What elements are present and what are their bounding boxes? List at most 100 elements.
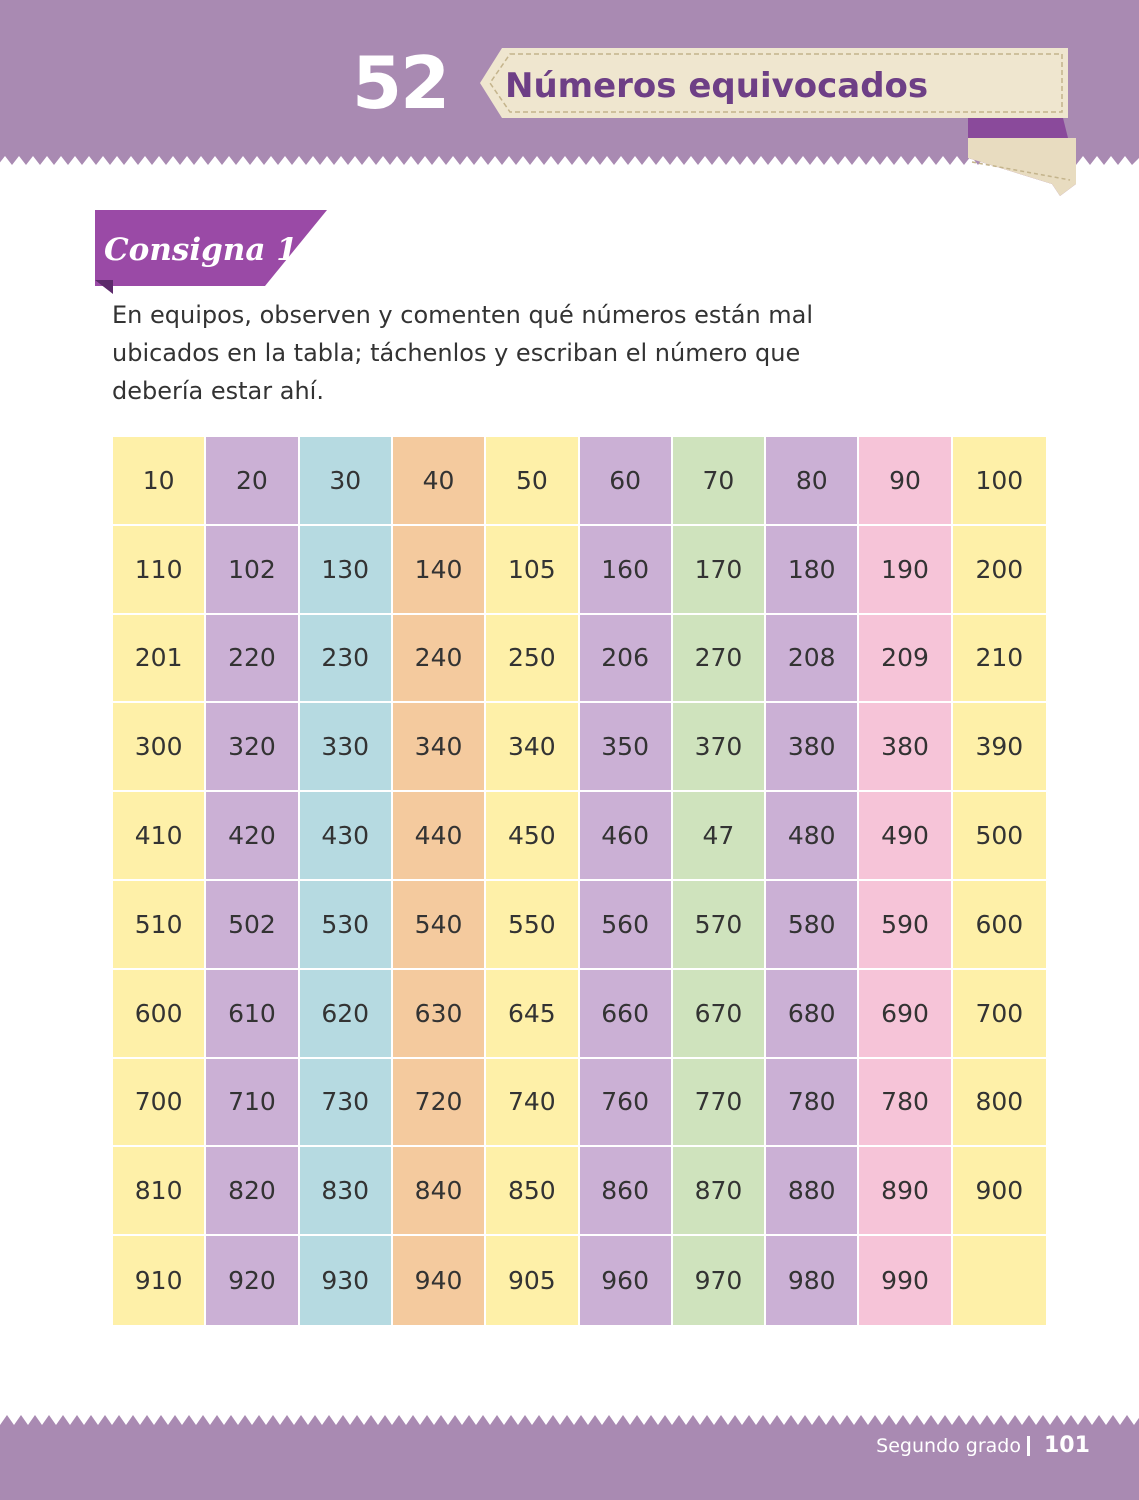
table-cell: 905 <box>486 1236 580 1325</box>
table-cell: 240 <box>392 614 487 704</box>
table-cell: 740 <box>486 1058 580 1148</box>
table-cell: 210 <box>952 614 1046 704</box>
table-cell: 510 <box>113 881 207 970</box>
table-cell: 110 <box>113 525 207 615</box>
table-cell: 560 <box>579 881 673 970</box>
table-cell: 80 <box>766 437 860 526</box>
table-cell: 340 <box>392 703 487 793</box>
table-cell: 890 <box>859 1147 953 1237</box>
table-cell: 700 <box>952 969 1046 1059</box>
table-cell: 920 <box>206 1236 300 1325</box>
table-cell: 780 <box>766 1058 860 1148</box>
table-cell: 730 <box>299 1058 393 1148</box>
table-cell: 200 <box>952 525 1046 615</box>
table-cell: 770 <box>672 1058 767 1148</box>
table-cell: 130 <box>299 525 393 615</box>
table-cell: 930 <box>299 1236 393 1325</box>
consigna-label: Consigna 1 <box>104 232 298 268</box>
number-table: 10 20 30 40 50 60 70 80 90 100 110 102 130 140 105 160 1… <box>113 437 1046 1325</box>
table-cell: 47 <box>672 792 767 881</box>
table-cell: 900 <box>952 1147 1046 1237</box>
table-cell: 830 <box>299 1147 393 1237</box>
table-cell: 50 <box>486 437 580 526</box>
table-cell: 720 <box>392 1058 487 1148</box>
table-cell: 660 <box>579 969 673 1059</box>
table-cell: 980 <box>766 1236 860 1325</box>
table-cell: 540 <box>392 881 487 970</box>
table-cell: 350 <box>579 703 673 793</box>
table-cell: 970 <box>672 1236 767 1325</box>
table-cell: 20 <box>206 437 300 526</box>
footer-separator <box>1027 1436 1030 1456</box>
table-cell: 810 <box>113 1147 207 1237</box>
table-cell: 380 <box>859 703 953 793</box>
table-cell: 380 <box>766 703 860 793</box>
table-cell: 180 <box>766 525 860 615</box>
table-cell: 209 <box>859 614 953 704</box>
footer-grade: Segundo grado <box>876 1435 1021 1457</box>
table-cell: 390 <box>952 703 1046 793</box>
table-cell: 170 <box>672 525 767 615</box>
page-number: 101 <box>1044 1433 1090 1458</box>
table-cell: 230 <box>299 614 393 704</box>
table-cell: 700 <box>113 1058 207 1148</box>
table-cell: 840 <box>392 1147 487 1237</box>
table-cell: 300 <box>113 703 207 793</box>
table-cell: 490 <box>859 792 953 881</box>
table-cell: 100 <box>952 437 1046 526</box>
table-cell: 420 <box>206 792 300 881</box>
title-ribbon <box>480 48 1076 196</box>
table-cell: 580 <box>766 881 860 970</box>
table-cell: 710 <box>206 1058 300 1148</box>
consigna-tag <box>95 210 327 294</box>
table-cell: 600 <box>113 969 207 1059</box>
table-cell: 670 <box>672 969 767 1059</box>
table-cell: 860 <box>579 1147 673 1237</box>
table-cell: 40 <box>392 437 487 526</box>
table-cell: 680 <box>766 969 860 1059</box>
table-cell: 410 <box>113 792 207 881</box>
table-cell: 690 <box>859 969 953 1059</box>
table-cell: 820 <box>206 1147 300 1237</box>
table-cell: 10 <box>113 437 207 526</box>
table-cell: 760 <box>579 1058 673 1148</box>
table-cell: 630 <box>392 969 487 1059</box>
table-cell: 440 <box>392 792 487 881</box>
table-cell: 220 <box>206 614 300 704</box>
lesson-title: Números equivocados <box>505 66 929 106</box>
table-cell: 201 <box>113 614 207 704</box>
table-cell: 500 <box>952 792 1046 881</box>
table-cell: 645 <box>486 969 580 1059</box>
table-cell: 90 <box>859 437 953 526</box>
footer-band <box>0 1415 1139 1500</box>
table-cell: 70 <box>672 437 767 526</box>
table-cell: 160 <box>579 525 673 615</box>
table-cell: 800 <box>952 1058 1046 1148</box>
table-cell: 780 <box>859 1058 953 1148</box>
table-cell: 960 <box>579 1236 673 1325</box>
table-cell: 60 <box>579 437 673 526</box>
table-cell: 850 <box>486 1147 580 1237</box>
table-cell: 330 <box>299 703 393 793</box>
table-cell: 590 <box>859 881 953 970</box>
table-cell: 480 <box>766 792 860 881</box>
table-cell: 320 <box>206 703 300 793</box>
instructions-text: En equipos, observen y comenten qué núme… <box>112 301 814 405</box>
table-cell: 270 <box>672 614 767 704</box>
table-cell: 370 <box>672 703 767 793</box>
table-cell: 430 <box>299 792 393 881</box>
table-cell: 910 <box>113 1236 207 1325</box>
table-cell: 460 <box>579 792 673 881</box>
table-cell: 870 <box>672 1147 767 1237</box>
table-cell <box>952 1236 1046 1325</box>
table-cell: 570 <box>672 881 767 970</box>
table-cell: 250 <box>486 614 580 704</box>
table-cell: 450 <box>486 792 580 881</box>
table-cell: 208 <box>766 614 860 704</box>
table-cell: 600 <box>952 881 1046 970</box>
table-cell: 940 <box>392 1236 487 1325</box>
table-cell: 620 <box>299 969 393 1059</box>
table-cell: 990 <box>859 1236 953 1325</box>
table-cell: 105 <box>486 525 580 615</box>
table-cell: 530 <box>299 881 393 970</box>
